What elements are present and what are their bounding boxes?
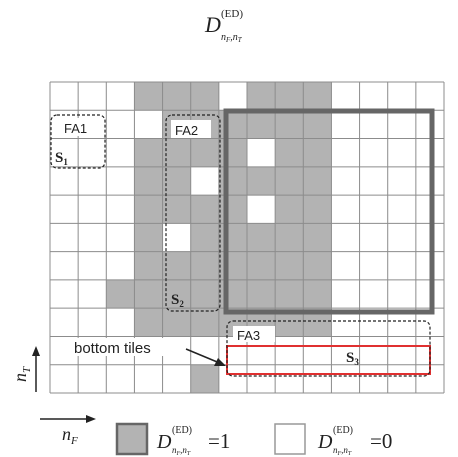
- fa1-label: FA1: [64, 121, 87, 136]
- legend-filled-sub: nF,nT: [172, 445, 191, 457]
- filled-cell: [218, 166, 247, 196]
- region-fa1: [50, 114, 106, 169]
- legend-empty-eq: =0: [370, 429, 392, 453]
- filled-cell: [134, 166, 163, 196]
- filled-cell: [275, 251, 304, 280]
- filled-cell: [247, 166, 276, 196]
- filled-cell: [134, 138, 163, 167]
- fa3-label: FA3: [237, 328, 260, 343]
- filled-cell: [275, 82, 304, 111]
- filled-cell: [162, 166, 191, 196]
- bottom-tiles-label: bottom tiles: [74, 340, 151, 357]
- filled-cell: [218, 110, 247, 139]
- filled-cell: [275, 223, 304, 252]
- filled-cell: [303, 251, 332, 280]
- fa2-label-bg: [171, 120, 211, 138]
- filled-cell: [275, 166, 304, 196]
- filled-cell: [134, 308, 163, 337]
- filled-cell: [303, 82, 332, 111]
- title-symbol: D: [204, 12, 221, 37]
- filled-cell: [190, 223, 219, 252]
- filled-cell: [247, 223, 276, 252]
- fa2-label: FA2: [175, 123, 198, 138]
- filled-cell: [162, 195, 191, 224]
- filled-cell: [247, 279, 276, 309]
- active-block-border: [223, 108, 435, 315]
- filled-cell: [303, 279, 332, 309]
- legend-filled-sup: (ED): [172, 425, 192, 436]
- filled-cell: [303, 223, 332, 252]
- filled-cell: [162, 251, 191, 280]
- filled-cell: [190, 195, 219, 224]
- filled-cell: [162, 279, 191, 309]
- filled-cell: [303, 195, 332, 224]
- filled-cell: [303, 138, 332, 167]
- nf-axis-arrow-head: [86, 415, 96, 423]
- filled-cell: [134, 82, 163, 111]
- filled-cell: [162, 138, 191, 167]
- filled-cell: [218, 251, 247, 280]
- filled-cell: [106, 279, 135, 309]
- region-fa2: [165, 114, 221, 312]
- legend-empty-sup: (ED): [333, 425, 353, 436]
- filled-cell: [190, 82, 219, 111]
- title-subscript: nF,nT: [221, 32, 243, 44]
- filled-cell: [218, 195, 247, 224]
- filled-cell: [275, 195, 304, 224]
- filled-cell: [247, 251, 276, 280]
- filled-cell: [190, 364, 219, 393]
- legend-swatch-filled: [115, 422, 149, 456]
- nt-axis-label: nT: [10, 366, 33, 382]
- filled-cell: [134, 223, 163, 252]
- legend-empty-sub: nF,nT: [333, 445, 352, 457]
- nt-axis-arrow-head: [32, 346, 40, 356]
- filled-cell: [190, 279, 219, 309]
- marker-s2: S2: [171, 292, 184, 309]
- marker-s1: S1: [55, 150, 68, 167]
- filled-cell: [275, 279, 304, 309]
- filled-cell: [190, 138, 219, 167]
- legend: D (ED) nF,nT =1 D (ED) nF,nT =0: [115, 422, 392, 457]
- legend-swatch-empty: [274, 423, 306, 455]
- fa3-label-bg: [233, 326, 275, 342]
- filled-cell: [134, 279, 163, 309]
- filled-cell: [275, 110, 304, 139]
- legend-filled-eq: =1: [208, 429, 230, 453]
- filled-cell: [218, 223, 247, 252]
- bottom-tiles-label-bg: [70, 338, 184, 356]
- filled-cell: [247, 82, 276, 111]
- filled-cell: [190, 251, 219, 280]
- legend-empty-symbol: D: [317, 431, 333, 453]
- marker-s3: S3: [346, 350, 359, 367]
- fa1-label-bg: [61, 118, 99, 136]
- filled-cell: [275, 138, 304, 167]
- title: D (ED) nF,nT: [204, 8, 243, 44]
- filled-cell: [218, 138, 247, 167]
- title-superscript: (ED): [221, 8, 243, 20]
- filled-cell: [134, 251, 163, 280]
- filled-cell: [247, 110, 276, 139]
- filled-cell: [190, 308, 219, 337]
- bottom-tiles-arrow-head: [214, 358, 226, 366]
- bottom-tiles-border: [226, 345, 431, 375]
- filled-cell: [303, 166, 332, 196]
- filled-cell: [162, 308, 191, 337]
- region-fa3: [226, 320, 431, 377]
- bottom-tiles-arrow-line: [185, 348, 223, 365]
- legend-filled-symbol: D: [156, 431, 172, 453]
- filled-cell: [303, 110, 332, 139]
- filled-cell: [162, 82, 191, 111]
- filled-cell: [218, 279, 247, 309]
- filled-cell: [134, 195, 163, 224]
- nf-axis-label: nF: [62, 424, 78, 447]
